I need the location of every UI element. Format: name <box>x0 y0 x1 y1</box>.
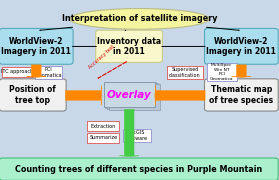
Text: Counting trees of different species in Purple Mountain: Counting trees of different species in P… <box>15 165 263 174</box>
Text: Overlay: Overlay <box>107 89 151 100</box>
Text: Position of
tree top: Position of tree top <box>9 85 56 105</box>
FancyBboxPatch shape <box>87 133 119 143</box>
FancyBboxPatch shape <box>205 28 278 64</box>
FancyBboxPatch shape <box>35 66 62 79</box>
FancyBboxPatch shape <box>96 30 162 62</box>
Text: WorldView-2
Imagery in 2011: WorldView-2 Imagery in 2011 <box>1 37 71 56</box>
Text: Supervised
classification: Supervised classification <box>169 67 201 78</box>
Text: Summarize: Summarize <box>89 135 117 140</box>
Text: Extraction: Extraction <box>91 123 116 129</box>
FancyBboxPatch shape <box>0 158 278 180</box>
Text: ArcGIS
software: ArcGIS software <box>127 130 148 141</box>
Text: Thematic map
of tree species: Thematic map of tree species <box>209 85 273 105</box>
Text: PCI
Geomatica: PCI Geomatica <box>35 67 62 78</box>
FancyBboxPatch shape <box>207 63 237 81</box>
FancyBboxPatch shape <box>109 84 160 109</box>
FancyBboxPatch shape <box>87 121 119 131</box>
FancyBboxPatch shape <box>205 79 278 111</box>
Text: Inventory data
in 2011: Inventory data in 2011 <box>97 37 161 56</box>
FancyBboxPatch shape <box>104 82 155 107</box>
Text: WorldView-2
Imagery in 2011: WorldView-2 Imagery in 2011 <box>206 37 276 56</box>
Text: ITC approach: ITC approach <box>1 69 33 75</box>
FancyBboxPatch shape <box>0 79 66 111</box>
Text: Accuracy test: Accuracy test <box>88 44 116 70</box>
Ellipse shape <box>70 8 209 29</box>
FancyBboxPatch shape <box>0 28 73 64</box>
Text: MultiSpec
Win NT
PCI
Geomatica: MultiSpec Win NT PCI Geomatica <box>210 63 234 81</box>
FancyBboxPatch shape <box>167 66 203 79</box>
FancyBboxPatch shape <box>2 67 33 77</box>
FancyBboxPatch shape <box>107 83 158 109</box>
FancyBboxPatch shape <box>123 129 151 142</box>
FancyBboxPatch shape <box>105 82 156 108</box>
Text: Interpretation of satellite imagery: Interpretation of satellite imagery <box>62 14 217 23</box>
